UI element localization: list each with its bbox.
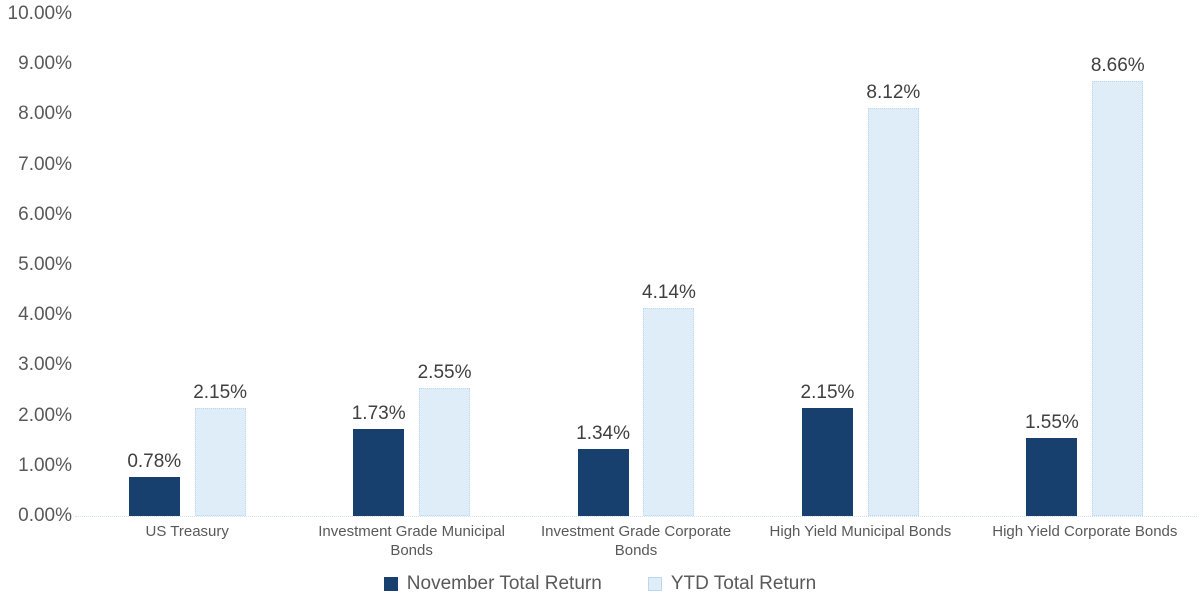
legend-label: YTD Total Return	[670, 573, 817, 594]
y-tick-label: 6.00%	[18, 203, 72, 225]
bar-column: 2.55%	[417, 14, 472, 516]
bar-group: 2.15% 8.12%	[748, 14, 972, 516]
y-tick-label: 0.00%	[18, 505, 72, 526]
bar-column: 2.15%	[800, 14, 855, 516]
bar-column: 8.66%	[1091, 14, 1145, 516]
bar-column: 2.15%	[193, 14, 247, 516]
bar-ytd-total-return	[867, 108, 919, 516]
bar-column: 8.12%	[866, 14, 920, 516]
bar-value-label: 8.66%	[1090, 55, 1145, 77]
bar-value-label: 0.78%	[127, 450, 182, 472]
bar-group: 0.78% 2.15%	[75, 14, 299, 516]
category-cell: High Yield Municipal Bonds	[748, 522, 972, 560]
y-tick-label: 3.00%	[18, 354, 72, 376]
bar-column: 0.78%	[127, 14, 181, 516]
category-cell: US Treasury	[75, 522, 299, 560]
category-label: High Yield Corporate Bonds	[992, 523, 1178, 540]
legend: November Total Return YTD Total Return	[0, 573, 1200, 595]
category-label: Investment Grade Municipal Bonds	[318, 523, 505, 559]
y-tick-label: 1.00%	[18, 454, 72, 476]
bar-column: 1.55%	[1025, 14, 1079, 516]
y-tick-label: 2.00%	[18, 404, 72, 426]
bar-column: 1.34%	[576, 14, 630, 516]
category-cell: Investment Grade Corporate Bonds	[524, 522, 748, 560]
bar-ytd-total-return	[194, 408, 246, 516]
bar-column: 1.73%	[352, 14, 406, 516]
bar-value-label: 1.34%	[576, 422, 631, 444]
y-tick-label: 7.00%	[18, 153, 72, 175]
category-label: US Treasury	[145, 523, 229, 540]
bar-ytd-total-return	[419, 388, 471, 516]
legend-item-november-total-return: November Total Return	[383, 573, 602, 595]
bar-ytd-total-return	[643, 308, 695, 516]
legend-label: November Total Return	[406, 573, 602, 594]
bar-november-total-return	[577, 448, 629, 516]
bar-november-total-return	[353, 429, 405, 516]
category-cell: Investment Grade Municipal Bonds	[299, 522, 523, 560]
y-tick-label: 9.00%	[18, 53, 72, 75]
category-label: High Yield Municipal Bonds	[769, 523, 952, 540]
x-axis-category-labels: US Treasury Investment Grade Municipal Bo…	[75, 522, 1197, 560]
bar-ytd-total-return	[1092, 81, 1144, 516]
bar-november-total-return	[128, 476, 180, 516]
bar-group: 1.73% 2.55%	[299, 14, 523, 516]
bar-value-label: 2.15%	[800, 382, 855, 404]
bar-value-label: 2.15%	[193, 382, 248, 404]
bar-column: 4.14%	[642, 14, 696, 516]
y-tick-label: 10.00%	[7, 3, 72, 24]
legend-swatch-icon	[647, 577, 662, 591]
bar-november-total-return	[801, 408, 853, 516]
plot-area: 0.78% 2.15% 1.73% 2.55% 1.34% 4.14% 2.15% 8.12%…	[75, 14, 1197, 517]
bar-group: 1.34% 4.14%	[524, 14, 748, 516]
bar-value-label: 4.14%	[642, 282, 696, 304]
category-cell: High Yield Corporate Bonds	[973, 522, 1197, 560]
category-label: Investment Grade Corporate Bonds	[540, 523, 732, 559]
y-tick-label: 8.00%	[18, 103, 72, 125]
legend-swatch-icon	[383, 577, 398, 591]
bar-november-total-return	[1026, 438, 1078, 516]
bar-value-label: 1.55%	[1024, 412, 1079, 434]
bar-value-label: 8.12%	[866, 82, 921, 104]
bar-value-label: 2.55%	[417, 362, 472, 383]
y-tick-label: 4.00%	[18, 304, 72, 326]
legend-item-ytd-total-return: YTD Total Return	[647, 573, 817, 595]
bar-group: 1.55% 8.66%	[973, 14, 1197, 516]
bar-value-label: 1.73%	[351, 403, 406, 425]
y-tick-label: 5.00%	[18, 254, 72, 275]
